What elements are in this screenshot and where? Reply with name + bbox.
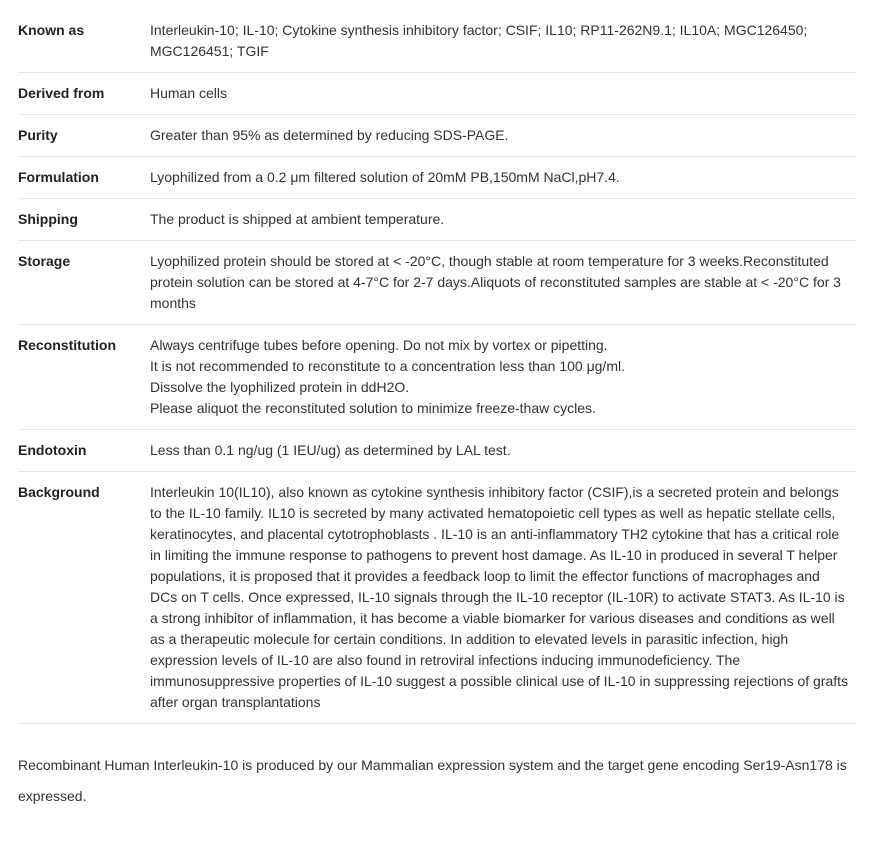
- spec-table: Known asInterleukin-10; IL-10; Cytokine …: [18, 10, 856, 724]
- row-value: Lyophilized from a 0.2 μm filtered solut…: [150, 157, 856, 199]
- row-label: Background: [18, 472, 150, 724]
- row-label: Formulation: [18, 157, 150, 199]
- footer-description: Recombinant Human Interleukin-10 is prod…: [18, 750, 856, 812]
- row-label: Shipping: [18, 199, 150, 241]
- table-row: ShippingThe product is shipped at ambien…: [18, 199, 856, 241]
- row-value: The product is shipped at ambient temper…: [150, 199, 856, 241]
- row-value: Greater than 95% as determined by reduci…: [150, 115, 856, 157]
- table-row: PurityGreater than 95% as determined by …: [18, 115, 856, 157]
- row-label: Derived from: [18, 73, 150, 115]
- row-value: Interleukin-10; IL-10; Cytokine synthesi…: [150, 10, 856, 73]
- table-row: ReconstitutionAlways centrifuge tubes be…: [18, 325, 856, 430]
- row-label: Known as: [18, 10, 150, 73]
- row-label: Storage: [18, 241, 150, 325]
- row-value: Lyophilized protein should be stored at …: [150, 241, 856, 325]
- spec-table-body: Known asInterleukin-10; IL-10; Cytokine …: [18, 10, 856, 724]
- row-value: Human cells: [150, 73, 856, 115]
- table-row: BackgroundInterleukin 10(IL10), also kno…: [18, 472, 856, 724]
- row-label: Reconstitution: [18, 325, 150, 430]
- row-label: Purity: [18, 115, 150, 157]
- table-row: Derived fromHuman cells: [18, 73, 856, 115]
- row-label: Endotoxin: [18, 430, 150, 472]
- table-row: EndotoxinLess than 0.1 ng/ug (1 IEU/ug) …: [18, 430, 856, 472]
- row-value: Interleukin 10(IL10), also known as cyto…: [150, 472, 856, 724]
- table-row: FormulationLyophilized from a 0.2 μm fil…: [18, 157, 856, 199]
- table-row: Known asInterleukin-10; IL-10; Cytokine …: [18, 10, 856, 73]
- table-row: StorageLyophilized protein should be sto…: [18, 241, 856, 325]
- row-value: Always centrifuge tubes before opening. …: [150, 325, 856, 430]
- row-value: Less than 0.1 ng/ug (1 IEU/ug) as determ…: [150, 430, 856, 472]
